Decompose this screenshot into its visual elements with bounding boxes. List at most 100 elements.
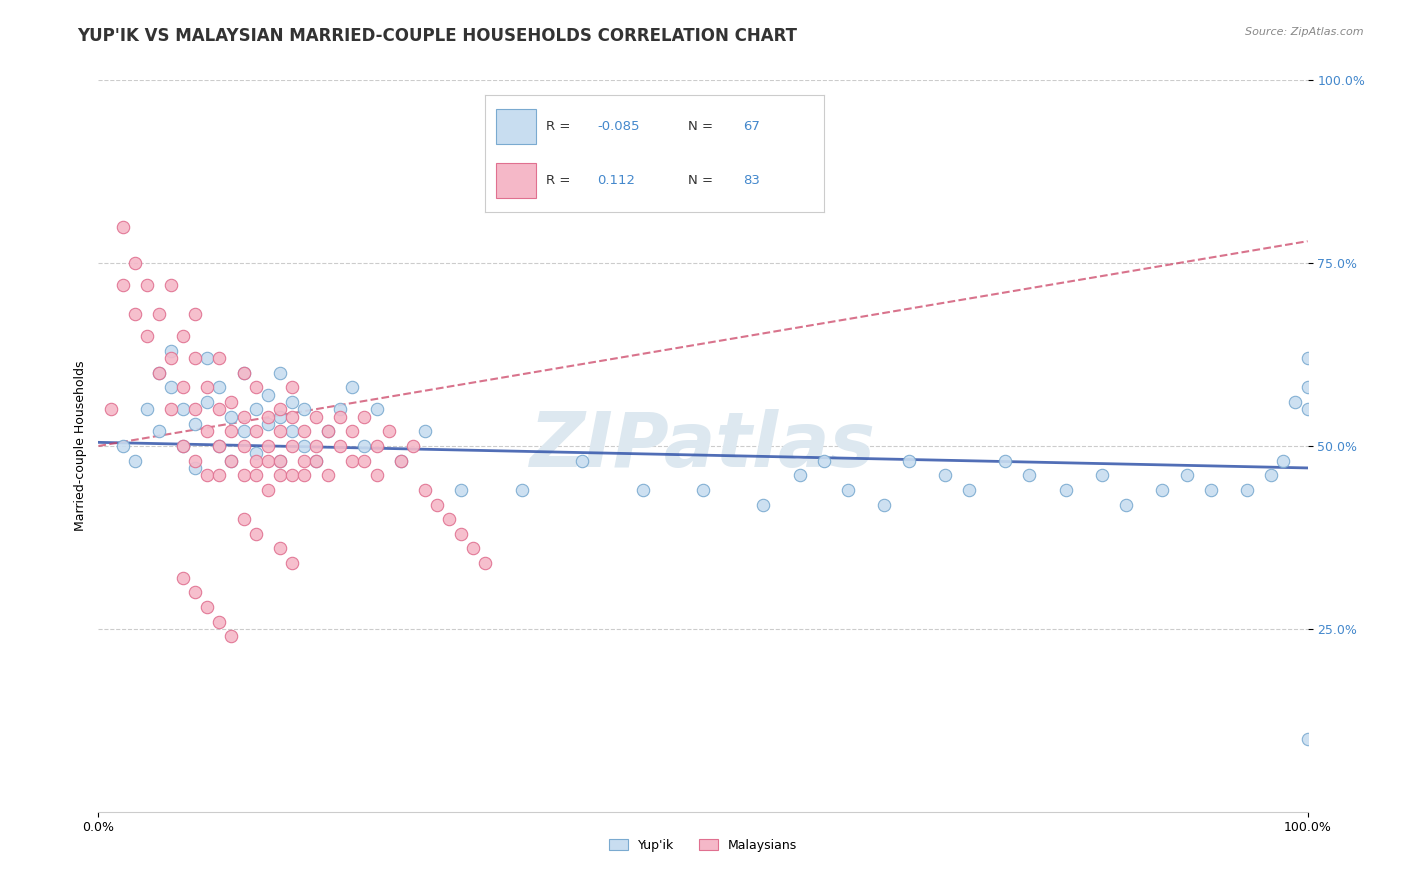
- Point: [232, 366, 254, 380]
- Point: [148, 366, 170, 380]
- Point: [172, 571, 194, 585]
- Point: [208, 380, 231, 394]
- Point: [124, 307, 146, 321]
- Point: [245, 468, 267, 483]
- Point: [232, 439, 254, 453]
- Point: [256, 439, 278, 453]
- Point: [450, 483, 472, 497]
- Point: [256, 417, 278, 431]
- Text: ZIPatlas: ZIPatlas: [530, 409, 876, 483]
- Point: [1296, 731, 1319, 746]
- Point: [1296, 402, 1319, 417]
- Point: [256, 388, 278, 402]
- Point: [402, 439, 425, 453]
- Point: [111, 219, 134, 234]
- Point: [160, 351, 183, 366]
- Point: [366, 468, 388, 483]
- Point: [329, 439, 352, 453]
- Point: [474, 556, 496, 570]
- Point: [1018, 468, 1040, 483]
- Point: [1284, 395, 1306, 409]
- Point: [195, 599, 218, 614]
- Point: [292, 453, 315, 467]
- Point: [813, 453, 835, 467]
- Point: [172, 439, 194, 453]
- Point: [1260, 468, 1282, 483]
- Point: [221, 453, 243, 467]
- Point: [245, 402, 267, 417]
- Point: [208, 468, 231, 483]
- Point: [281, 468, 304, 483]
- Point: [316, 425, 339, 439]
- Point: [934, 468, 956, 483]
- Point: [208, 351, 231, 366]
- Point: [269, 366, 291, 380]
- Point: [342, 425, 364, 439]
- Point: [245, 453, 267, 467]
- Point: [256, 409, 278, 424]
- Point: [281, 439, 304, 453]
- Point: [281, 556, 304, 570]
- Point: [292, 468, 315, 483]
- Point: [1236, 483, 1258, 497]
- Point: [256, 483, 278, 497]
- Point: [353, 409, 375, 424]
- Point: [1115, 498, 1137, 512]
- Point: [957, 483, 980, 497]
- Point: [195, 395, 218, 409]
- Point: [100, 402, 122, 417]
- Point: [269, 468, 291, 483]
- Point: [281, 395, 304, 409]
- Point: [752, 498, 775, 512]
- Point: [413, 425, 436, 439]
- Point: [426, 498, 449, 512]
- Point: [1296, 351, 1319, 366]
- Point: [208, 439, 231, 453]
- Point: [1054, 483, 1077, 497]
- Point: [184, 307, 207, 321]
- Point: [195, 380, 218, 394]
- Point: [148, 425, 170, 439]
- Text: YUP'IK VS MALAYSIAN MARRIED-COUPLE HOUSEHOLDS CORRELATION CHART: YUP'IK VS MALAYSIAN MARRIED-COUPLE HOUSE…: [77, 27, 797, 45]
- Point: [510, 483, 533, 497]
- Point: [245, 380, 267, 394]
- Point: [329, 402, 352, 417]
- Point: [389, 453, 412, 467]
- Point: [269, 402, 291, 417]
- Point: [135, 402, 157, 417]
- Point: [789, 468, 811, 483]
- Point: [111, 439, 134, 453]
- Point: [366, 402, 388, 417]
- Point: [221, 629, 243, 643]
- Point: [195, 351, 218, 366]
- Point: [281, 380, 304, 394]
- Point: [135, 329, 157, 343]
- Point: [377, 425, 399, 439]
- Point: [184, 417, 207, 431]
- Point: [413, 483, 436, 497]
- Point: [281, 425, 304, 439]
- Point: [353, 453, 375, 467]
- Point: [245, 425, 267, 439]
- Point: [135, 278, 157, 293]
- Point: [1152, 483, 1174, 497]
- Legend: Yup'ik, Malaysians: Yup'ik, Malaysians: [605, 834, 801, 856]
- Point: [172, 380, 194, 394]
- Point: [184, 585, 207, 599]
- Point: [221, 425, 243, 439]
- Point: [437, 512, 460, 526]
- Point: [897, 453, 920, 467]
- Point: [571, 453, 593, 467]
- Point: [232, 512, 254, 526]
- Point: [148, 366, 170, 380]
- Point: [269, 409, 291, 424]
- Point: [873, 498, 896, 512]
- Point: [1199, 483, 1222, 497]
- Point: [305, 409, 328, 424]
- Point: [245, 446, 267, 460]
- Point: [221, 453, 243, 467]
- Point: [111, 278, 134, 293]
- Point: [342, 453, 364, 467]
- Point: [1272, 453, 1295, 467]
- Point: [292, 402, 315, 417]
